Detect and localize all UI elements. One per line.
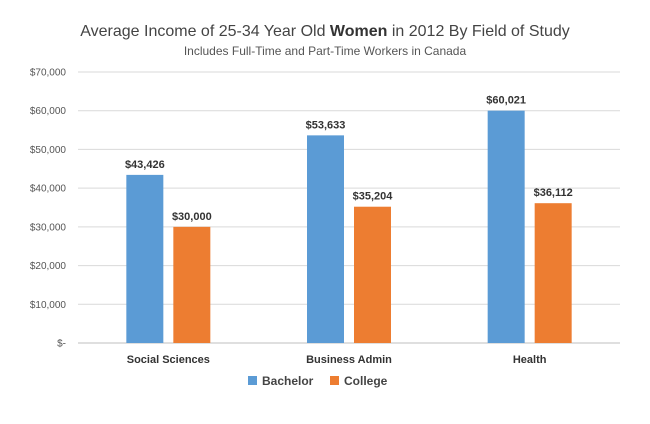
bar-college-business-admin bbox=[354, 206, 391, 343]
y-tick-label: $30,000 bbox=[30, 222, 67, 233]
data-label: $30,000 bbox=[172, 211, 212, 223]
x-category-label: Health bbox=[513, 354, 547, 366]
data-label: $60,021 bbox=[486, 95, 526, 107]
bar-college-social-sciences bbox=[173, 226, 211, 343]
x-axis-categories: Social Sciences Business Admin Health bbox=[127, 354, 547, 366]
x-category-label: Business Admin bbox=[306, 354, 392, 366]
y-tick-label: $- bbox=[57, 339, 66, 350]
legend: Bachelor College bbox=[248, 374, 388, 388]
y-tick-label: $40,000 bbox=[30, 184, 67, 195]
data-label: $53,633 bbox=[306, 119, 346, 131]
chart-title-part-2: in 2012 By Field of Study bbox=[387, 23, 569, 40]
bars bbox=[126, 110, 572, 343]
data-label: $43,426 bbox=[125, 159, 165, 171]
x-category-label: Social Sciences bbox=[127, 354, 210, 366]
data-label: $35,204 bbox=[353, 191, 394, 203]
legend-label-college: College bbox=[344, 374, 388, 388]
y-tick-label: $10,000 bbox=[30, 300, 67, 311]
y-tick-label: $50,000 bbox=[30, 145, 67, 156]
bar-bachelor-business-admin bbox=[307, 135, 344, 343]
y-tick-label: $20,000 bbox=[30, 261, 67, 272]
chart-title: Average Income of 25-34 Year Old Women i… bbox=[80, 23, 569, 40]
gridlines bbox=[78, 71, 620, 344]
data-label: $36,112 bbox=[534, 187, 573, 199]
bar-bachelor-health bbox=[487, 110, 525, 343]
chart-title-part-1: Average Income of 25-34 Year Old bbox=[80, 23, 330, 40]
y-axis-ticks: $- $10,000 $20,000 $30,000 $40,000 $50,000 $60… bbox=[30, 68, 67, 350]
bar-college-health bbox=[534, 203, 572, 343]
y-tick-label: $60,000 bbox=[30, 106, 67, 117]
legend-swatch-college bbox=[330, 376, 339, 385]
chart-subtitle: Includes Full-Time and Part-Time Workers… bbox=[184, 44, 467, 58]
y-tick-label: $70,000 bbox=[30, 68, 67, 79]
data-labels: $43,426 $30,000 $53,633 $35,204 $60,021 $36,1… bbox=[125, 95, 573, 223]
legend-swatch-bachelor bbox=[248, 376, 257, 385]
chart-title-emphasis: Women bbox=[330, 23, 387, 40]
bar-bachelor-social-sciences bbox=[126, 174, 164, 343]
legend-label-bachelor: Bachelor bbox=[262, 374, 314, 388]
